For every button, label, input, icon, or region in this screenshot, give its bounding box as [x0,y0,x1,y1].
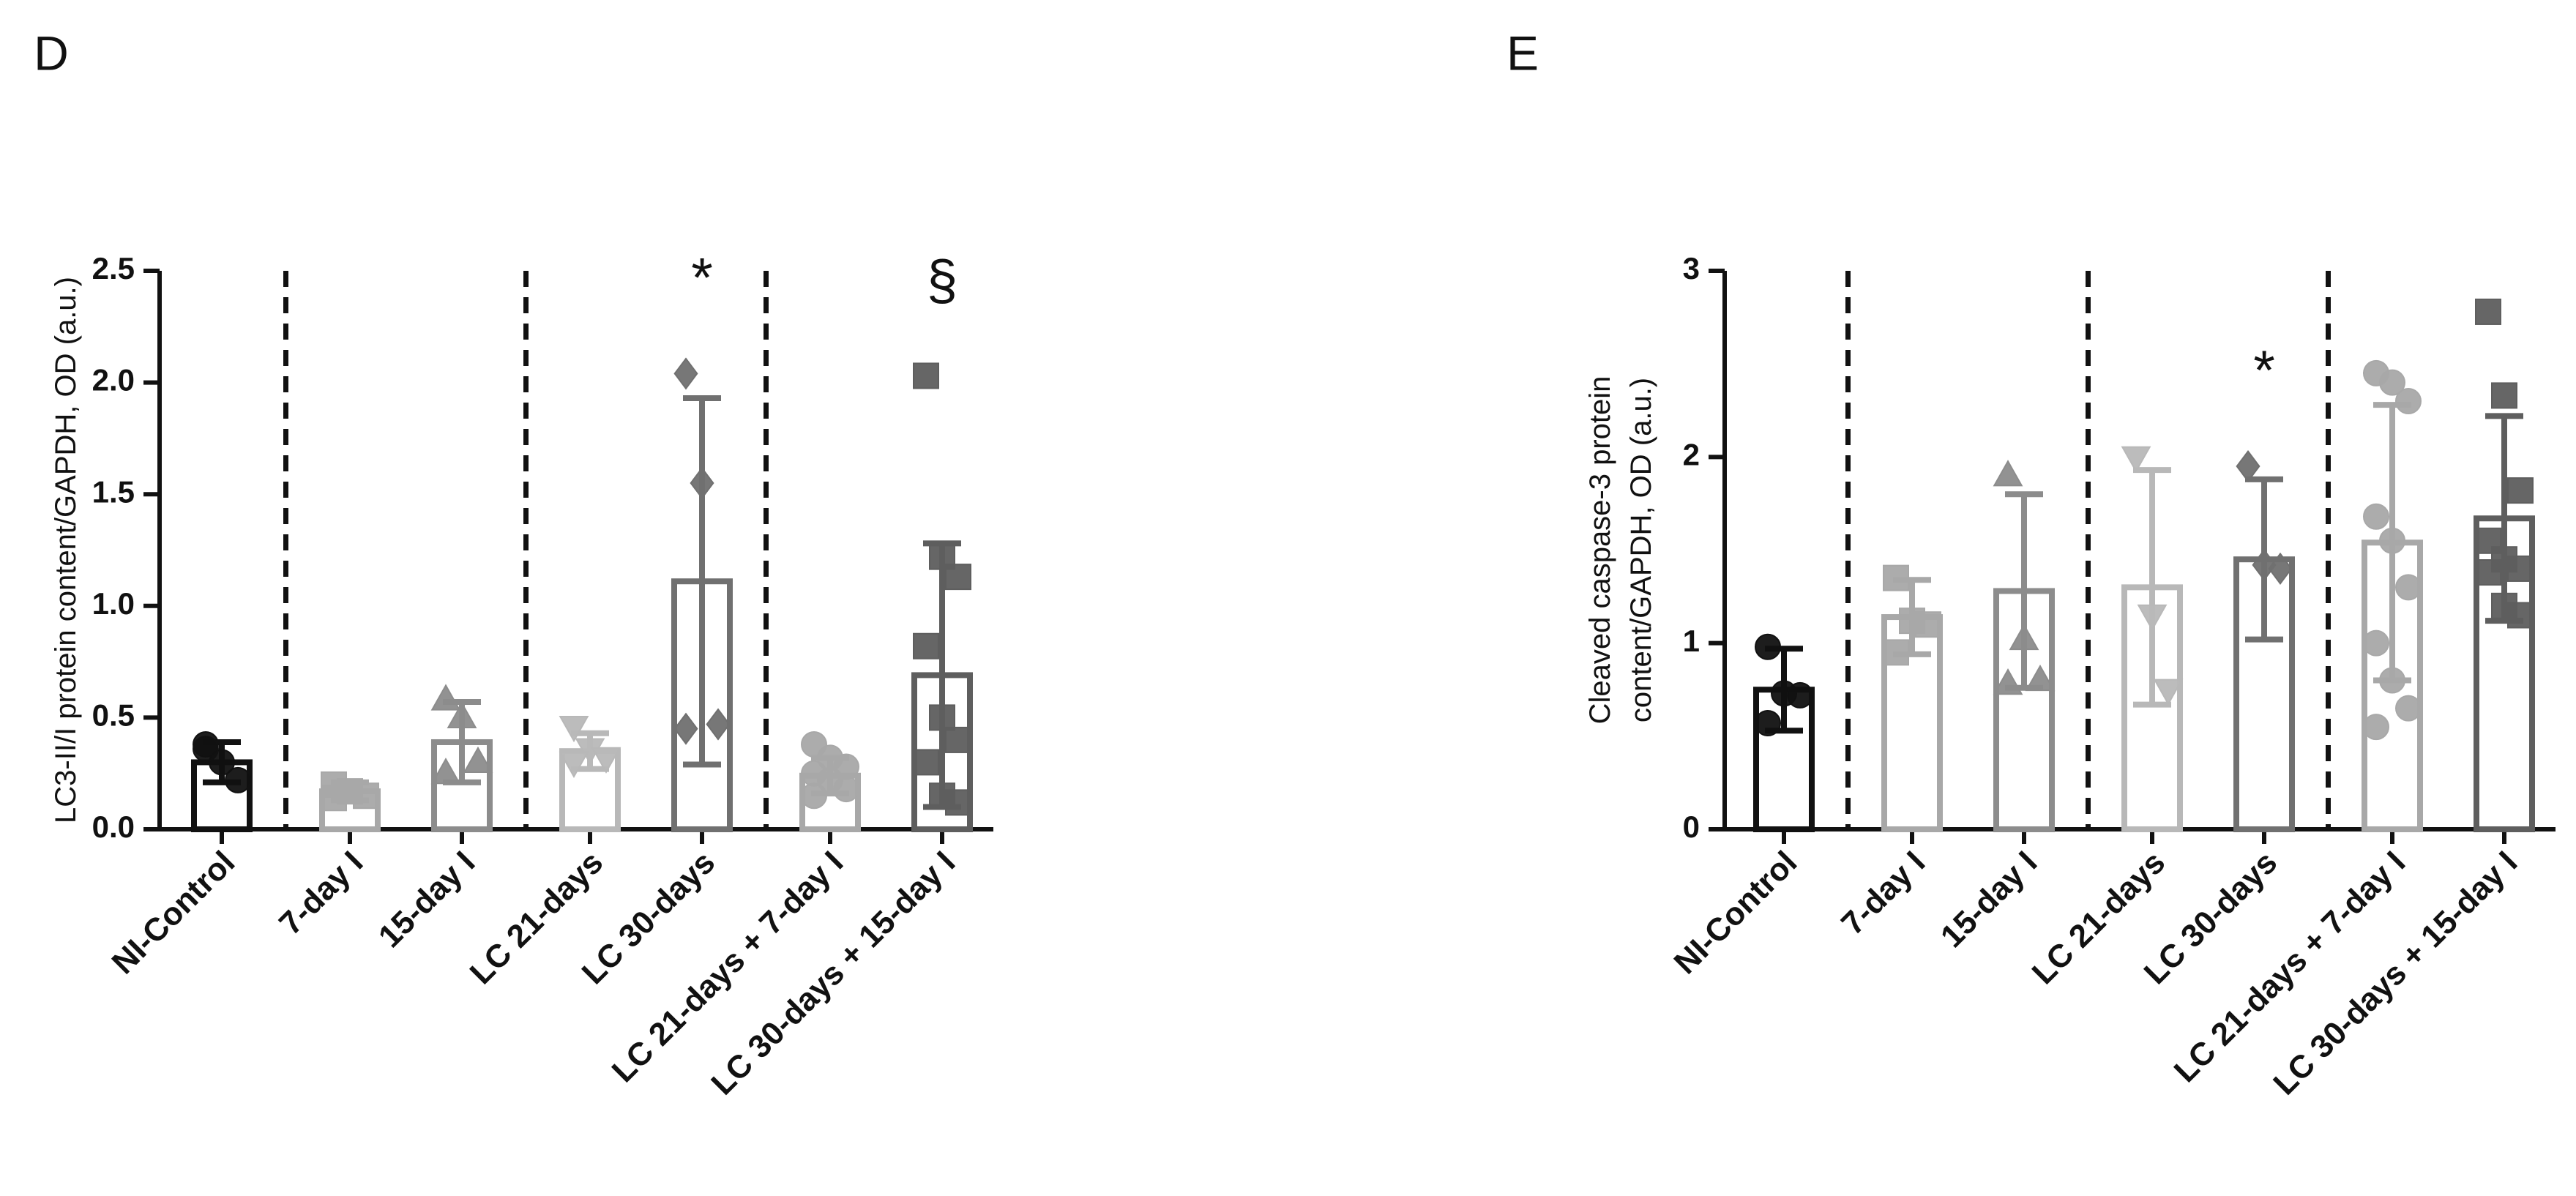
y-axis-label-line: Cleaved caspase-3 protein [1584,376,1616,725]
data-point [913,632,939,659]
y-axis-label-line: content/GAPDH, OD (a.u.) [1625,378,1657,722]
data-point [1993,668,2023,695]
y-axis-label: LC3-II/I protein content/GAPDH, OD (a.u.… [50,277,82,823]
data-point [2491,382,2517,409]
significance-mark: * [2253,340,2275,402]
y-tick-label: 0.0 [92,810,135,844]
data-point [1755,710,1781,737]
y-tick-label: 1.5 [92,474,135,509]
y-tick-label: 0 [1683,810,1700,844]
x-tick-label: 15-day I [1934,845,2045,955]
data-point [2507,602,2534,629]
data-point [2363,503,2389,530]
y-axis-label: Cleaved caspase-3 protein content/GAPDH, … [1584,376,1657,725]
data-point [2507,477,2534,504]
data-point [463,746,493,774]
data-point [1915,611,1941,638]
data-point [2252,548,2277,581]
data-point [1883,639,1909,666]
data-point [929,704,955,731]
data-point [2363,629,2389,657]
data-point [945,564,971,591]
data-point [673,712,698,745]
y-tick-label: 2.0 [92,363,135,397]
data-point [690,466,714,500]
data-point [353,782,379,810]
data-point [559,751,589,779]
x-tick-label: 7-day I [272,845,370,942]
data-point [913,362,939,389]
y-axis-label-line: LC3-II/I protein content/GAPDH, OD (a.u.… [50,277,82,823]
x-tick-label: NI-Control [105,845,242,982]
data-point [2395,695,2422,722]
data-point [2379,527,2405,554]
x-tick-label: 15-day I [372,845,482,955]
data-point [2475,298,2501,325]
data-point [430,758,461,785]
data-point [2363,714,2389,741]
data-point [2137,604,2168,632]
data-point [1755,633,1781,660]
data-point [193,736,219,763]
data-point [2379,667,2405,694]
x-tick-label: 7-day I [1834,845,1932,942]
data-point [673,357,698,390]
x-tick-label: NI-Control [1668,845,1804,982]
significance-mark: § [927,250,957,312]
data-point [430,684,461,711]
data-point [1993,460,2023,487]
data-point [225,766,251,793]
significance-mark: * [691,247,713,309]
data-point [591,747,621,774]
panel-label: E [1507,26,1539,80]
data-point [2507,555,2534,582]
data-point [801,782,827,810]
y-tick-label: 0.5 [92,698,135,732]
data-point [2236,449,2260,483]
y-tick-label: 1 [1683,624,1700,658]
y-tick-label: 2.5 [92,251,135,285]
data-point [447,701,477,728]
data-point [2025,664,2056,692]
data-point [1883,564,1909,591]
data-point [913,749,939,776]
y-tick-label: 2 [1683,437,1700,471]
data-point [2475,559,2501,586]
data-point [833,776,859,803]
data-point [706,708,731,741]
data-point [2379,369,2405,396]
data-point [2395,574,2422,601]
data-point [945,726,971,753]
data-point [2268,552,2293,585]
data-point [2153,679,2184,706]
y-tick-label: 1.0 [92,586,135,621]
data-point [559,716,589,743]
y-tick-label: 3 [1683,251,1700,285]
data-point [945,789,971,816]
data-point [321,785,347,812]
panel-label: D [34,26,69,80]
data-point [1787,681,1813,709]
data-point [2395,388,2422,415]
data-point [2009,623,2039,651]
data-point [2121,446,2151,473]
